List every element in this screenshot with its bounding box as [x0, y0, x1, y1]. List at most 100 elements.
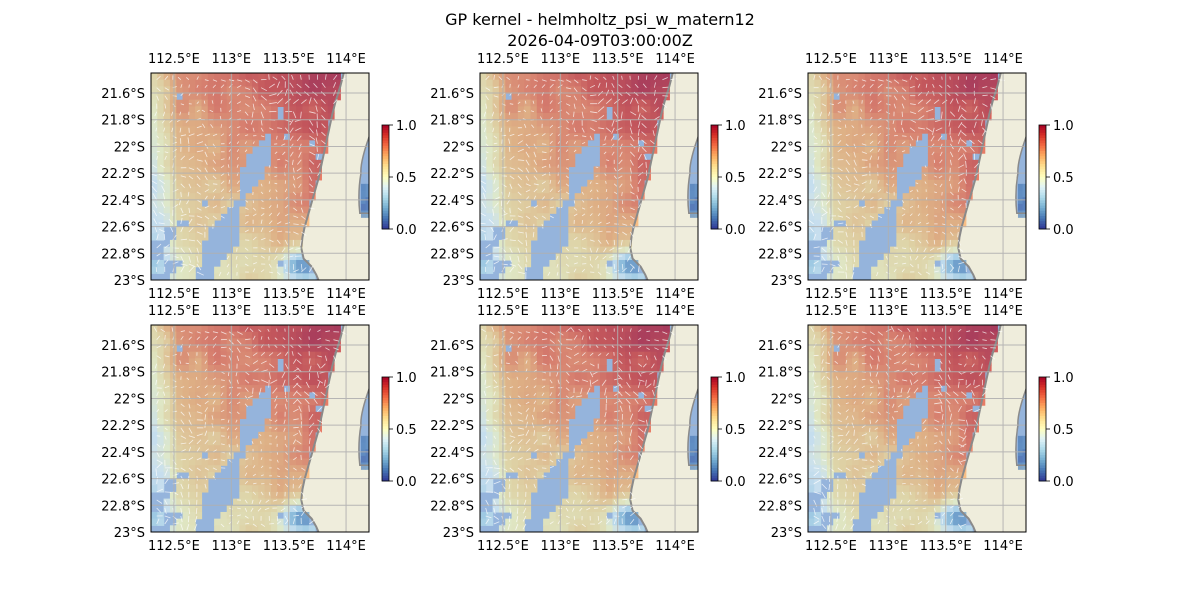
field-cell [277, 153, 285, 161]
field-cell [555, 126, 563, 134]
field-cell [934, 73, 942, 81]
field-cell [915, 246, 923, 254]
field-cell [580, 239, 588, 248]
field-cell [365, 197, 369, 205]
field-cell [845, 99, 853, 107]
vector-arrow [877, 206, 883, 209]
field-cell [839, 259, 847, 268]
vector-arrow [614, 207, 618, 210]
field-cell [953, 259, 961, 268]
vector-arrow [901, 268, 905, 273]
vector-arrow [296, 391, 302, 397]
field-cell [871, 86, 879, 94]
field-cell [321, 119, 329, 128]
field-cell [927, 113, 935, 121]
lon-tick-label-top: 112.5°E [805, 52, 857, 67]
field-cell [195, 378, 203, 386]
field-cell [258, 219, 266, 228]
field-cell [157, 518, 165, 526]
vector-arrow [556, 271, 559, 276]
field-cell [315, 371, 322, 380]
field-cell [302, 518, 310, 526]
field-cell [524, 259, 532, 268]
field-cell [915, 186, 923, 194]
field-cell [169, 133, 177, 141]
vector-arrow [313, 98, 318, 104]
field-cell [921, 193, 929, 201]
field-cell [270, 186, 278, 194]
field-cell [852, 126, 860, 134]
vector-arrow [333, 74, 338, 80]
field-cell [689, 197, 696, 205]
field-cell [270, 159, 278, 168]
field-cell [296, 73, 304, 81]
vector-arrow [281, 371, 286, 378]
vector-arrow [877, 148, 881, 153]
field-cell [984, 79, 992, 87]
field-cell [233, 338, 240, 346]
vector-arrow [500, 111, 503, 116]
field-cell [169, 365, 177, 373]
field-cell [618, 139, 626, 148]
vector-arrow [949, 231, 954, 237]
field-cell [927, 153, 935, 161]
colorbar-segment [382, 135, 389, 139]
field-cell [839, 113, 847, 121]
field-cell [820, 106, 828, 114]
field-cell [618, 93, 626, 101]
vector-arrow [541, 196, 546, 201]
colorbar-segment [382, 197, 389, 201]
field-cell [302, 398, 310, 406]
field-cell [277, 351, 285, 359]
field-cell [599, 159, 607, 168]
field-cell [163, 79, 171, 87]
vector-arrow [662, 77, 668, 81]
vector-arrow [813, 103, 817, 109]
field-cell [239, 378, 247, 386]
field-cell [151, 351, 158, 359]
field-cell [302, 99, 310, 107]
vector-arrow [885, 191, 890, 194]
colorbar-segment [382, 184, 389, 188]
field-cell [593, 239, 601, 248]
field-cell [940, 239, 948, 248]
vector-arrow [654, 75, 658, 80]
field-cell [157, 351, 165, 359]
vector-arrow [312, 391, 318, 397]
vector-arrow [869, 140, 874, 145]
vector-arrow [821, 83, 825, 88]
vector-arrow [308, 328, 311, 332]
vector-arrow [909, 205, 914, 209]
field-cell [517, 179, 525, 188]
field-cell [188, 471, 196, 480]
field-cell [498, 119, 506, 128]
field-cell [940, 166, 948, 174]
field-cell [201, 458, 209, 466]
field-cell [188, 146, 196, 154]
field-cell [858, 73, 866, 81]
field-cell [195, 451, 203, 460]
vector-arrow [480, 212, 486, 217]
field-cell [694, 210, 698, 218]
field-cell [833, 179, 841, 188]
field-cell [599, 233, 607, 241]
field-cell [270, 126, 278, 134]
vector-arrow [164, 259, 169, 265]
vector-arrow [829, 266, 834, 273]
field-cell [656, 73, 664, 81]
field-cell [270, 385, 278, 393]
field-cell [606, 219, 614, 228]
field-cell [820, 159, 828, 168]
field-cell [486, 266, 494, 274]
vector-arrow [293, 207, 298, 212]
field-cell [833, 119, 841, 128]
vector-arrow [204, 215, 210, 220]
vector-arrow [196, 263, 202, 271]
field-cell [195, 99, 203, 107]
field-cell [176, 139, 184, 148]
field-cell [612, 233, 620, 241]
vector-arrow [949, 183, 952, 189]
field-cell [207, 411, 215, 420]
field-cell [625, 193, 633, 201]
field-cell [157, 159, 165, 168]
